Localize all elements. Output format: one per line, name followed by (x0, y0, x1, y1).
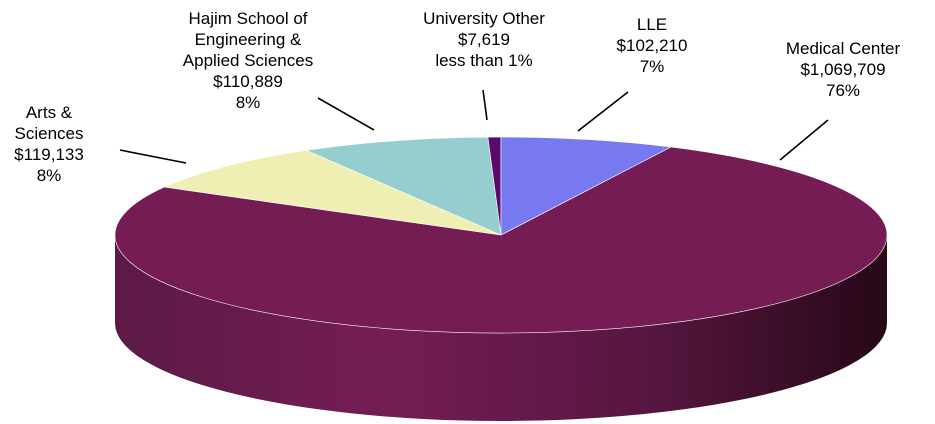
pie-slice (114, 146, 888, 334)
slice-percent: 8% (235, 93, 261, 112)
slice-percent: less than 1% (435, 51, 533, 70)
leader-line (482, 89, 488, 121)
slice-value: $110,889 (213, 72, 283, 91)
leader-line (119, 149, 187, 164)
leader-line (779, 119, 829, 161)
slice-name-line: Medical Center (785, 39, 901, 58)
pie-slice (500, 136, 672, 236)
slice-value: $102,210 (616, 36, 688, 55)
slice-name-line: LLE (636, 15, 668, 34)
leader-line (577, 91, 629, 132)
pie-slice (305, 136, 502, 236)
slice-value: $119,133 (14, 145, 84, 164)
slice-value: $7,619 (458, 30, 510, 49)
slice-label-medical-center: Medical Center $1,069,709 76% (768, 38, 918, 101)
slice-name-line: Sciences (14, 124, 84, 143)
slice-label-university-other: University Other $7,619 less than 1% (402, 8, 566, 71)
slice-value: $1,069,709 (800, 60, 886, 79)
leader-line (317, 97, 375, 131)
slice-name-line: Engineering & (194, 30, 302, 49)
pie-side-wall (115, 235, 887, 421)
slice-name-line: Hajim School of (188, 9, 308, 28)
slice-label-arts-sciences: Arts & Sciences $119,133 8% (2, 102, 96, 186)
slice-name-line: Arts & (25, 103, 73, 122)
slice-label-lle: LLE $102,210 7% (597, 14, 707, 77)
slice-percent: 76% (825, 81, 861, 100)
slice-name-line: University Other (423, 9, 545, 28)
slice-percent: 7% (639, 57, 665, 76)
slice-name-line: Applied Sciences (182, 51, 314, 70)
pie-slice (163, 150, 502, 236)
slice-percent: 8% (36, 166, 62, 185)
slice-label-hajim-school: Hajim School of Engineering & Applied Sc… (158, 8, 338, 113)
